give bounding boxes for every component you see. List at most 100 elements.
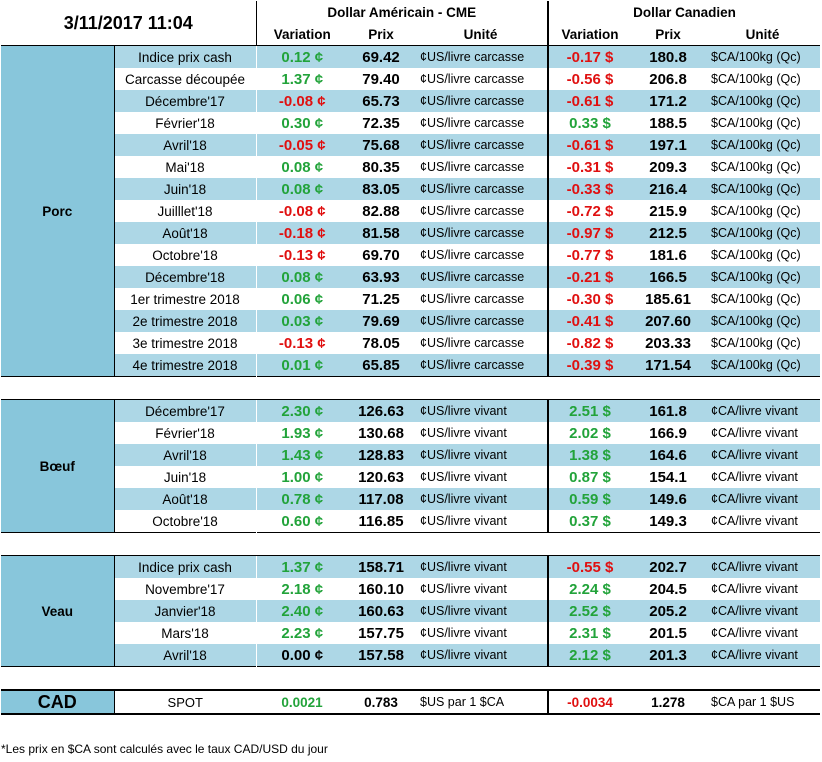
usd-variation: 2.18 ¢ — [256, 578, 349, 600]
price-table-container: 3/11/2017 11:04 Dollar Américain - CME D… — [1, 1, 821, 715]
table-row: Décembre'17 -0.08 ¢ 65.73 ¢US/livre carcass… — [1, 90, 821, 112]
usd-unit: ¢US/livre carcasse — [414, 112, 550, 134]
spot-cad-variation: -0.0034 — [548, 689, 632, 715]
table-row: Octobre'18 -0.13 ¢ 69.70 ¢US/livre carcasse… — [1, 244, 821, 266]
section-label-veau: Veau — [1, 555, 115, 667]
spot-row: CAD SPOT 0.0021 0.783 $US par 1 $CA -0.0034 1.… — [1, 689, 821, 715]
usd-unit: ¢US/livre vivant — [414, 644, 550, 667]
usd-price: 157.75 — [348, 622, 415, 644]
cad-unit: $CA/100kg (Qc) — [705, 244, 821, 266]
usd-price: 82.88 — [348, 200, 415, 222]
cad-price: 154.1 — [631, 466, 706, 488]
spot-usd-variation: 0.0021 — [256, 689, 349, 715]
usd-price: 69.42 — [348, 45, 415, 68]
row-label: Mars'18 — [114, 622, 257, 644]
usd-variation: 0.00 ¢ — [256, 644, 349, 667]
usd-unit: ¢US/livre carcasse — [414, 354, 550, 377]
cad-price: 206.8 — [631, 68, 706, 90]
usd-unit: ¢US/livre carcasse — [414, 266, 550, 288]
usd-unit: ¢US/livre vivant — [414, 488, 550, 510]
usd-unit: ¢US/livre vivant — [414, 444, 550, 466]
usd-price: 65.85 — [348, 354, 415, 377]
cad-price: 209.3 — [631, 156, 706, 178]
spot-usd-unit: $US par 1 $CA — [414, 689, 550, 715]
usd-unit: ¢US/livre carcasse — [414, 134, 550, 156]
cad-price: 149.6 — [631, 488, 706, 510]
cad-unit: $CA/100kg (Qc) — [705, 222, 821, 244]
usd-unit: ¢US/livre carcasse — [414, 200, 550, 222]
table-row: Janvier'18 2.40 ¢ 160.63 ¢US/livre vivant 2.… — [1, 600, 821, 622]
row-label: Mai'18 — [114, 156, 257, 178]
usd-price: 79.69 — [348, 310, 415, 332]
cad-variation: -0.31 $ — [548, 156, 632, 178]
usd-price: 75.68 — [348, 134, 415, 156]
usd-unit: ¢US/livre vivant — [414, 622, 550, 644]
table-row: Novembre'17 2.18 ¢ 160.10 ¢US/livre vivant 2… — [1, 578, 821, 600]
row-label: Janvier'18 — [114, 600, 257, 622]
usd-unit: ¢US/livre carcasse — [414, 288, 550, 310]
usd-variation: 2.30 ¢ — [256, 399, 349, 422]
cad-variation-header: Variation — [548, 23, 632, 46]
table-row: Avril'18 0.00 ¢ 157.58 ¢US/livre vivant 2.12… — [1, 644, 821, 667]
cad-price: 185.61 — [631, 288, 706, 310]
usd-variation: -0.18 ¢ — [256, 222, 349, 244]
table-row: 4e trimestre 2018 0.01 ¢ 65.85 ¢US/livre ca… — [1, 354, 821, 377]
cad-variation: -0.61 $ — [548, 90, 632, 112]
cad-unit: ¢CA/livre vivant — [705, 488, 821, 510]
usd-unit: ¢US/livre carcasse — [414, 310, 550, 332]
cad-variation: -0.97 $ — [548, 222, 632, 244]
row-label: Indice prix cash — [114, 555, 257, 578]
price-table-body: 3/11/2017 11:04 Dollar Américain - CME D… — [1, 1, 821, 715]
row-label: Août'18 — [114, 488, 257, 510]
cad-price: 161.8 — [631, 399, 706, 422]
cad-variation: 0.59 $ — [548, 488, 632, 510]
usd-price: 126.63 — [348, 399, 415, 422]
usd-unit: ¢US/livre vivant — [414, 510, 550, 533]
usd-price: 83.05 — [348, 178, 415, 200]
usd-price: 78.05 — [348, 332, 415, 354]
usd-price: 69.70 — [348, 244, 415, 266]
usd-unit: ¢US/livre vivant — [414, 555, 550, 578]
cad-variation: -0.39 $ — [548, 354, 632, 377]
row-label: Février'18 — [114, 112, 257, 134]
usd-price: 160.63 — [348, 600, 415, 622]
table-row: Février'18 0.30 ¢ 72.35 ¢US/livre carcasse 0… — [1, 112, 821, 134]
usd-unit: ¢US/livre carcasse — [414, 90, 550, 112]
spot-cad-price: 1.278 — [631, 689, 706, 715]
section-spacer — [1, 666, 821, 691]
row-label: 2e trimestre 2018 — [114, 310, 257, 332]
usd-variation: 1.37 ¢ — [256, 68, 349, 90]
cad-variation: 0.33 $ — [548, 112, 632, 134]
header-row-columns: Variation Prix Unité Variation Prix Unit… — [1, 23, 821, 46]
table-row: Août'18 0.78 ¢ 117.08 ¢US/livre vivant 0.59 … — [1, 488, 821, 510]
usd-price: 116.85 — [348, 510, 415, 533]
cad-unit: ¢CA/livre vivant — [705, 422, 821, 444]
row-label: 3e trimestre 2018 — [114, 332, 257, 354]
cad-price: 205.2 — [631, 600, 706, 622]
row-label: Juin'18 — [114, 178, 257, 200]
cad-price: 201.5 — [631, 622, 706, 644]
cad-unit: ¢CA/livre vivant — [705, 644, 821, 667]
cad-variation: 2.31 $ — [548, 622, 632, 644]
spot-usd-price: 0.783 — [348, 689, 415, 715]
usd-unit: ¢US/livre carcasse — [414, 68, 550, 90]
usd-price: 160.10 — [348, 578, 415, 600]
table-row: Juilllet'18 -0.08 ¢ 82.88 ¢US/livre carcass… — [1, 200, 821, 222]
cad-price: 166.9 — [631, 422, 706, 444]
table-row: Carcasse découpée 1.37 ¢ 79.40 ¢US/livre ca… — [1, 68, 821, 90]
usd-variation: 1.37 ¢ — [256, 555, 349, 578]
usd-price: 120.63 — [348, 466, 415, 488]
cad-price: 216.4 — [631, 178, 706, 200]
cad-unit: ¢CA/livre vivant — [705, 600, 821, 622]
spot-section-label: CAD — [1, 689, 115, 715]
price-table: 3/11/2017 11:04 Dollar Américain - CME D… — [1, 1, 821, 715]
usd-variation: 1.43 ¢ — [256, 444, 349, 466]
spot-label: SPOT — [114, 689, 257, 715]
cad-unit: ¢CA/livre vivant — [705, 510, 821, 533]
row-label: Décembre'17 — [114, 90, 257, 112]
row-label: Novembre'17 — [114, 578, 257, 600]
cad-variation: 0.37 $ — [548, 510, 632, 533]
usd-price: 128.83 — [348, 444, 415, 466]
table-row: Avril'18 -0.05 ¢ 75.68 ¢US/livre carcasse -0… — [1, 134, 821, 156]
usd-variation: 2.23 ¢ — [256, 622, 349, 644]
